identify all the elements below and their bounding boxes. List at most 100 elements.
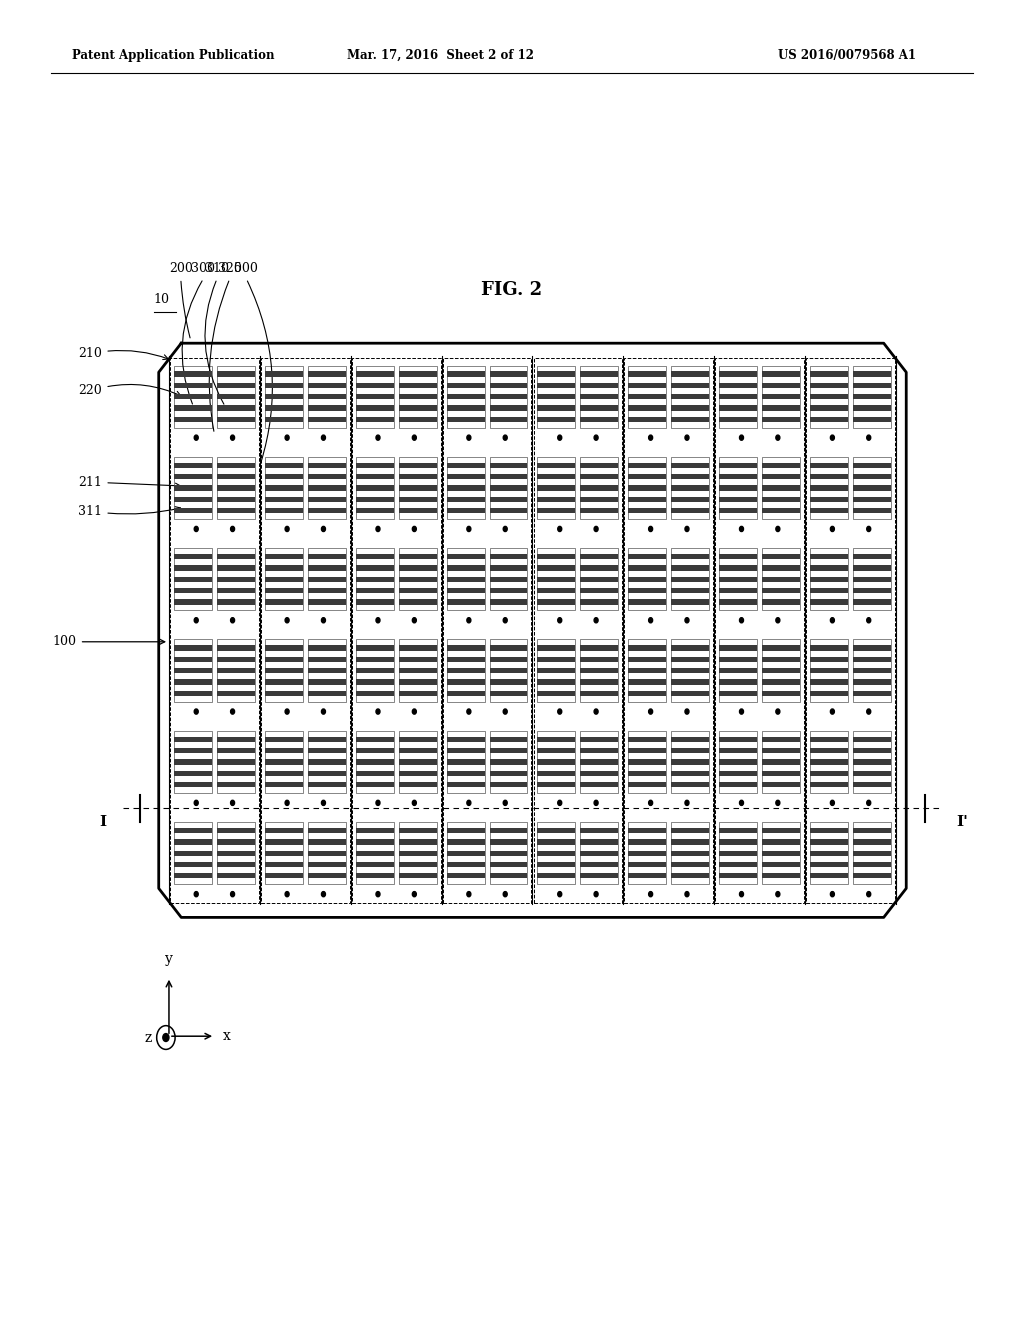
Bar — [265, 366, 303, 428]
Circle shape — [322, 527, 326, 532]
Bar — [629, 731, 667, 793]
Bar — [719, 639, 757, 701]
Bar — [629, 748, 667, 754]
Circle shape — [739, 891, 743, 896]
Bar — [581, 862, 618, 867]
Bar — [308, 731, 346, 793]
Circle shape — [413, 891, 417, 896]
Bar — [265, 680, 303, 685]
Bar — [265, 565, 303, 570]
Bar — [489, 668, 527, 673]
Bar — [810, 759, 848, 764]
Bar — [719, 371, 757, 376]
Bar — [398, 690, 436, 696]
Bar — [581, 383, 618, 388]
Text: 210: 210 — [79, 347, 168, 360]
Circle shape — [866, 891, 870, 896]
Bar — [719, 474, 757, 479]
Bar — [672, 508, 710, 513]
Bar — [489, 486, 527, 491]
Bar — [355, 371, 393, 376]
Bar — [446, 873, 484, 879]
Circle shape — [685, 709, 689, 714]
Bar — [672, 873, 710, 879]
Bar — [538, 840, 575, 845]
Bar — [489, 873, 527, 879]
Bar — [810, 656, 848, 663]
Bar — [719, 850, 757, 855]
Bar — [581, 417, 618, 422]
Bar — [398, 548, 436, 610]
Circle shape — [195, 618, 199, 623]
Circle shape — [830, 618, 835, 623]
Bar — [581, 748, 618, 754]
Bar — [174, 457, 212, 519]
Bar — [355, 731, 393, 793]
Circle shape — [739, 709, 743, 714]
Bar — [719, 731, 757, 793]
Bar — [398, 457, 436, 519]
Bar — [174, 383, 212, 388]
Bar — [217, 577, 255, 582]
Bar — [308, 840, 346, 845]
Bar — [398, 668, 436, 673]
Bar — [265, 371, 303, 376]
Circle shape — [230, 891, 234, 896]
Bar — [308, 748, 346, 754]
Bar — [308, 366, 346, 428]
Bar — [672, 496, 710, 502]
Bar — [442, 358, 531, 903]
Bar — [853, 840, 891, 845]
Bar — [308, 690, 346, 696]
Text: US 2016/0079568 A1: US 2016/0079568 A1 — [778, 49, 916, 62]
Bar — [629, 862, 667, 867]
Bar — [853, 587, 891, 593]
Bar — [538, 599, 575, 605]
Bar — [810, 565, 848, 570]
Circle shape — [285, 709, 289, 714]
Bar — [719, 395, 757, 400]
Bar — [446, 731, 484, 793]
Circle shape — [685, 891, 689, 896]
Bar — [355, 680, 393, 685]
Bar — [810, 587, 848, 593]
Bar — [719, 668, 757, 673]
Bar — [810, 463, 848, 469]
Bar — [538, 668, 575, 673]
Circle shape — [195, 709, 199, 714]
Bar — [719, 771, 757, 776]
Bar — [629, 587, 667, 593]
Bar — [762, 383, 800, 388]
Bar — [174, 366, 212, 428]
Bar — [853, 463, 891, 469]
Bar — [629, 680, 667, 685]
Circle shape — [866, 618, 870, 623]
Bar — [629, 690, 667, 696]
Bar — [719, 565, 757, 570]
Bar — [719, 463, 757, 469]
Text: 220: 220 — [79, 384, 181, 397]
Bar — [217, 457, 255, 519]
Bar — [355, 496, 393, 502]
Bar — [719, 548, 757, 610]
Bar — [446, 577, 484, 582]
Bar — [398, 748, 436, 754]
Bar — [762, 840, 800, 845]
Bar — [398, 822, 436, 884]
Circle shape — [285, 891, 289, 896]
Bar — [489, 548, 527, 610]
Bar — [398, 840, 436, 845]
Bar — [672, 395, 710, 400]
Bar — [308, 828, 346, 833]
Bar — [489, 405, 527, 411]
Circle shape — [322, 618, 326, 623]
Bar — [265, 577, 303, 582]
Bar — [853, 862, 891, 867]
Bar — [174, 748, 212, 754]
Bar — [174, 822, 212, 884]
Bar — [581, 577, 618, 582]
Bar — [398, 862, 436, 867]
Bar — [217, 417, 255, 422]
Bar — [352, 358, 440, 903]
Bar — [217, 840, 255, 845]
